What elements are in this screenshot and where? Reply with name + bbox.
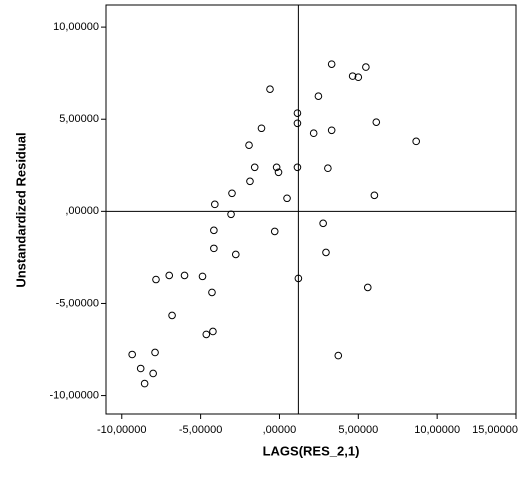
- point: [270, 227, 279, 236]
- point: [128, 350, 136, 359]
- point: [362, 63, 370, 71]
- point: [372, 118, 381, 126]
- point: [227, 210, 235, 219]
- point: [293, 109, 302, 117]
- point: [228, 189, 236, 198]
- point: [231, 250, 240, 259]
- plot-frame: [105, 4, 517, 415]
- x-tick-label: 5,00000: [338, 424, 378, 436]
- x-tick-label: ,00000: [263, 424, 297, 436]
- point: [266, 85, 274, 93]
- point: [209, 327, 217, 336]
- point: [354, 73, 363, 82]
- point: [314, 92, 323, 100]
- point: [245, 141, 253, 150]
- point: [319, 219, 327, 228]
- point: [272, 163, 281, 172]
- y-tick-label: 5,00000: [59, 113, 99, 125]
- point: [324, 164, 332, 173]
- point: [412, 137, 420, 146]
- point: [348, 72, 357, 80]
- point: [208, 288, 216, 297]
- point: [168, 311, 176, 320]
- point: [283, 194, 291, 203]
- point: [152, 275, 160, 284]
- point: [250, 163, 259, 172]
- point: [210, 226, 218, 235]
- y-tick-label: -5,00000: [56, 297, 99, 309]
- x-tick-label: 15,00000: [472, 424, 518, 436]
- x-tick-label: -5,00000: [179, 424, 222, 436]
- point: [293, 119, 302, 128]
- point: [165, 271, 174, 280]
- x-tick-label: -10,00000: [97, 424, 147, 436]
- point: [274, 168, 283, 177]
- point: [322, 248, 330, 257]
- point: [136, 364, 145, 373]
- y-tick-label: 10,00000: [53, 21, 99, 33]
- point: [257, 124, 266, 133]
- point: [151, 348, 159, 357]
- point: [327, 60, 336, 68]
- x-axis-title: LAGS(RES_2,1): [263, 443, 360, 458]
- point: [149, 369, 157, 378]
- point: [370, 191, 379, 200]
- point: [246, 177, 254, 186]
- point: [140, 379, 149, 388]
- point: [211, 200, 219, 209]
- point: [309, 129, 318, 138]
- point: [210, 244, 218, 253]
- point: [334, 351, 343, 360]
- point: [198, 272, 207, 281]
- point: [327, 126, 336, 135]
- y-axis-title: Unstandardized Residual: [13, 132, 28, 287]
- y-tick-label: ,00000: [65, 205, 99, 217]
- point: [293, 163, 302, 172]
- point: [180, 271, 189, 280]
- y-tick-label: -10,00000: [49, 389, 99, 401]
- point: [202, 330, 211, 339]
- x-tick-label: 10,00000: [414, 424, 460, 436]
- point: [294, 274, 303, 283]
- point: [363, 283, 372, 292]
